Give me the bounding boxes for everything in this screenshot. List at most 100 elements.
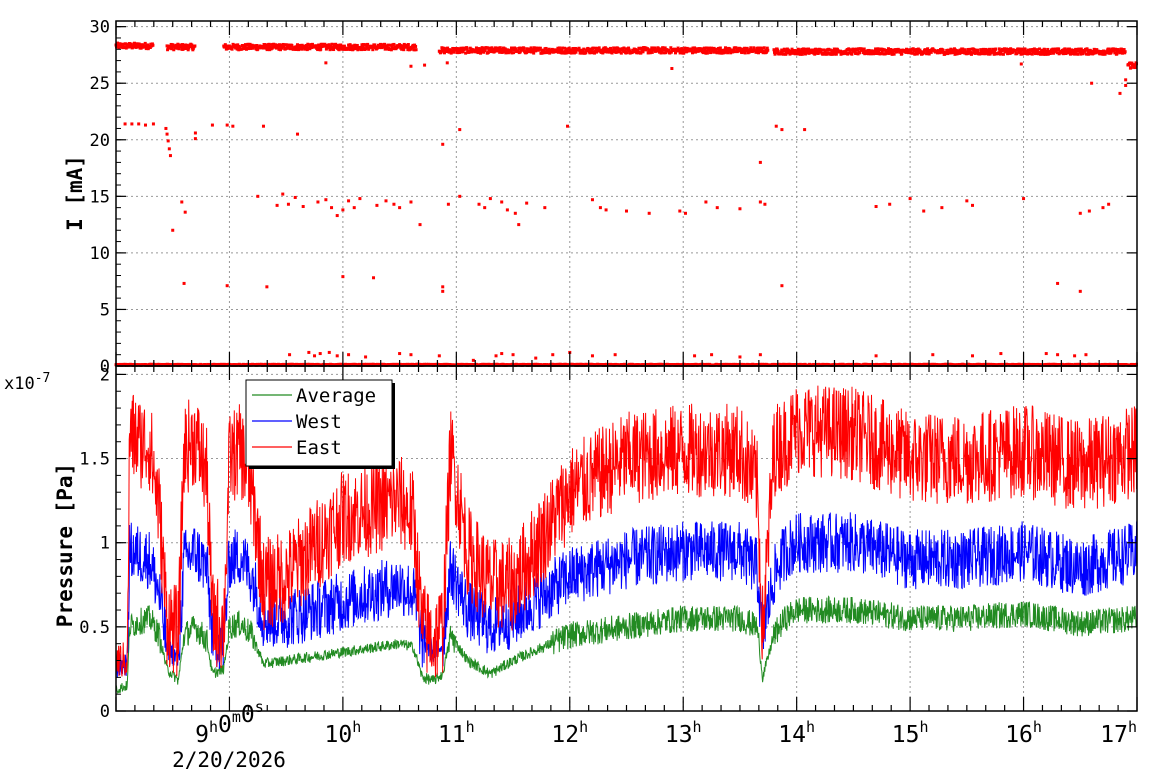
current-data-point xyxy=(288,47,292,51)
current-data-point xyxy=(604,208,608,212)
current-data-point xyxy=(367,47,371,51)
current-data-point xyxy=(348,45,352,49)
current-data-point xyxy=(754,49,758,53)
current-data-point xyxy=(1035,50,1039,54)
current-data-point xyxy=(545,51,549,55)
current-data-point xyxy=(277,47,281,51)
current-data-point xyxy=(512,51,516,55)
current-data-point xyxy=(1055,51,1059,55)
current-data-point xyxy=(693,46,697,50)
current-data-point xyxy=(170,47,174,51)
current-data-point xyxy=(261,45,265,49)
current-data-point xyxy=(653,46,657,50)
current-data-point xyxy=(233,43,237,47)
current-data-point xyxy=(1044,352,1048,356)
current-data-point xyxy=(704,46,708,50)
current-data-point xyxy=(574,50,578,54)
current-data-point xyxy=(566,50,570,54)
current-data-point xyxy=(825,52,829,56)
current-data-point xyxy=(883,52,887,56)
current-plot-frame xyxy=(115,20,1138,367)
current-data-point xyxy=(265,285,269,289)
current-data-point xyxy=(532,51,536,55)
current-data-point xyxy=(276,45,280,49)
current-data-point xyxy=(307,350,311,354)
current-data-point xyxy=(337,48,341,52)
current-data-point xyxy=(757,48,761,52)
current-data-point xyxy=(529,48,533,52)
current-data-point xyxy=(341,208,345,212)
current-data-point xyxy=(494,354,498,358)
current-data-point xyxy=(1070,49,1074,53)
current-data-point xyxy=(318,352,322,356)
current-data-point xyxy=(305,48,309,52)
current-data-point xyxy=(398,206,402,210)
current-data-point xyxy=(263,43,267,47)
current-data-point xyxy=(475,47,479,51)
current-data-point xyxy=(952,50,956,54)
current-data-point xyxy=(347,353,351,357)
current-data-point xyxy=(815,48,819,52)
current-data-point xyxy=(437,354,441,358)
current-data-point xyxy=(1015,52,1019,56)
current-data-point xyxy=(738,47,742,51)
current-data-point xyxy=(1112,49,1116,53)
current-data-point xyxy=(908,197,912,201)
current-data-point xyxy=(175,46,179,50)
current-data-point xyxy=(461,50,465,54)
current-data-point xyxy=(1019,52,1023,56)
current-data-point xyxy=(946,52,950,56)
current-data-point xyxy=(1064,52,1068,56)
current-data-point xyxy=(547,49,551,53)
current-data-point xyxy=(927,52,931,56)
current-data-point xyxy=(483,49,487,53)
current-data-point xyxy=(630,51,634,55)
current-data-point xyxy=(567,46,571,50)
current-data-point xyxy=(522,46,526,50)
current-data-point xyxy=(117,46,121,50)
current-data-point xyxy=(826,51,830,55)
current-data-point xyxy=(913,52,917,56)
current-data-point xyxy=(143,41,147,45)
current-data-point xyxy=(358,197,362,201)
current-data-point xyxy=(609,46,613,50)
current-data-point xyxy=(392,202,396,206)
current-data-point xyxy=(1019,62,1023,66)
current-data-point xyxy=(857,47,861,51)
current-data-point xyxy=(1035,48,1039,52)
current-data-point xyxy=(718,51,722,55)
current-data-point xyxy=(405,45,409,49)
current-data-point xyxy=(551,48,555,52)
current-data-point xyxy=(423,63,427,67)
current-data-point xyxy=(638,46,642,50)
current-data-point xyxy=(525,201,529,205)
current-data-point xyxy=(759,50,763,54)
current-data-point xyxy=(693,354,697,358)
current-data-point xyxy=(307,43,311,47)
y-tick-label: 0 xyxy=(100,702,110,722)
current-data-point xyxy=(966,47,970,51)
current-data-point xyxy=(1087,52,1091,56)
current-data-point xyxy=(669,50,673,54)
current-data-point xyxy=(1032,50,1036,54)
current-data-point xyxy=(378,46,382,50)
current-panel: 0 5 10 15 20 25 30 I [mA] xyxy=(63,18,1138,377)
current-data-point xyxy=(1103,52,1107,56)
current-data-point xyxy=(882,48,886,52)
current-data-point xyxy=(940,206,944,210)
current-data-point xyxy=(914,50,918,54)
current-data-point xyxy=(667,48,671,52)
current-data-point xyxy=(830,52,834,56)
current-data-point xyxy=(649,48,653,52)
current-data-point xyxy=(718,46,722,50)
current-data-point xyxy=(1060,48,1064,52)
current-data-point xyxy=(286,202,290,206)
current-data-point xyxy=(316,47,320,51)
current-data-point xyxy=(613,46,617,50)
current-data-point xyxy=(123,122,127,126)
current-data-point xyxy=(874,354,878,358)
current-data-point xyxy=(264,43,268,47)
current-data-point xyxy=(482,50,486,54)
current-data-point xyxy=(441,49,445,53)
y-tick-label: 15 xyxy=(90,187,110,207)
